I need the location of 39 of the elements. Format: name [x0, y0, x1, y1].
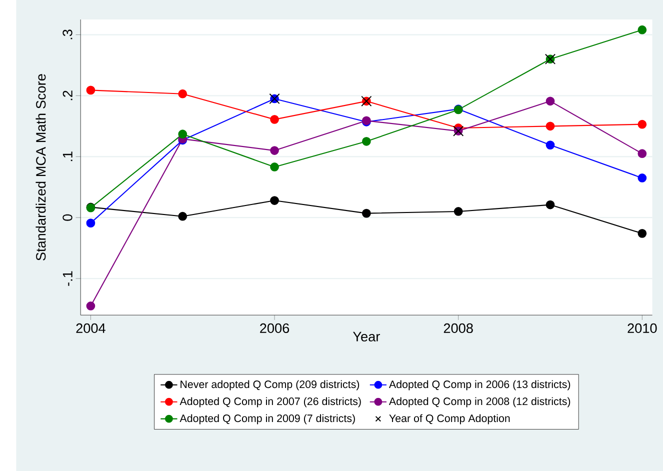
x-axis-title: Year	[352, 332, 380, 342]
point	[638, 120, 647, 129]
x-tick-label: 2004	[76, 323, 106, 333]
legend-label: Never adopted Q Comp (209 districts)	[180, 380, 360, 390]
point	[362, 208, 371, 218]
point	[178, 130, 188, 138]
point	[86, 301, 96, 310]
y-tick-label: .1	[62, 152, 72, 161]
point	[178, 89, 188, 98]
point	[546, 96, 555, 106]
point	[362, 136, 371, 146]
legend-label: Adopted Q Comp in 2008 (12 districts)	[388, 397, 570, 408]
y-tick-label: 0	[62, 214, 72, 221]
point	[454, 206, 463, 216]
x-tick-label: 2006	[260, 323, 290, 333]
point	[638, 25, 647, 34]
point	[638, 149, 647, 158]
point	[270, 162, 279, 172]
point	[546, 122, 555, 131]
point	[86, 218, 96, 228]
x-tick-label: 2008	[444, 323, 473, 333]
legend-label: Adopted Q Comp in 2009 (7 districts)	[180, 414, 355, 424]
point	[638, 173, 647, 182]
y-tick-label: .3	[62, 30, 72, 40]
point	[546, 200, 555, 210]
legend-label: Year of Q Comp Adoption	[389, 414, 510, 424]
point	[86, 86, 96, 95]
y-axis-title: Standardized MCA Math Score	[36, 74, 46, 260]
point	[638, 228, 647, 238]
y-tick-label: -.1	[62, 271, 72, 286]
y-tick-label: .2	[62, 90, 72, 100]
x-tick-label: 2010	[628, 323, 657, 333]
legend-label: Adopted Q Comp in 2006 (13 districts)	[388, 380, 570, 390]
legend-label: Adopted Q Comp in 2007 (26 districts)	[180, 397, 361, 408]
point	[178, 212, 188, 221]
point	[270, 114, 279, 124]
point	[270, 196, 279, 205]
point	[546, 140, 555, 150]
point	[270, 146, 279, 155]
